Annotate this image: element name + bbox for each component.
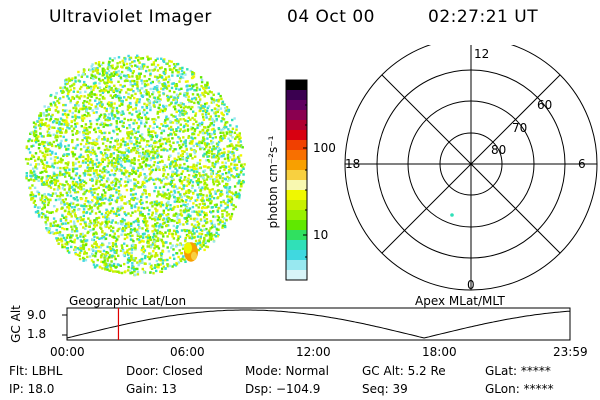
timeline-frame (66, 307, 571, 341)
lat-label-60: 60 (537, 98, 553, 112)
colorbar-cell (286, 220, 307, 231)
colorbar-cell (286, 240, 307, 251)
uv-image-disk (24, 54, 246, 277)
colorbar-cell (286, 180, 307, 191)
date-label: 04 Oct 00 (287, 7, 375, 27)
colorbar-cell (286, 100, 307, 111)
colorbar-cell (286, 120, 307, 131)
dsp-status: Dsp: −104.9 (245, 382, 321, 396)
lat-label-70: 70 (512, 121, 528, 135)
colorbar-tick-100: 100 (313, 141, 336, 155)
colorbar-cell (286, 170, 307, 181)
colorbar (285, 79, 308, 281)
bright-spot (184, 242, 192, 254)
instrument-title: Ultraviolet Imager (49, 7, 212, 27)
lat-label-80: 80 (491, 143, 507, 157)
colorbar-cell (286, 250, 307, 261)
timeline-chart (62, 307, 571, 341)
colorbar-cell (286, 200, 307, 211)
colorbar-scale (286, 80, 307, 281)
gain-status: Gain: 13 (126, 382, 177, 396)
seq-status: Seq: 39 (362, 382, 408, 396)
altitude-curve (66, 309, 571, 339)
ip-status: IP: 18.0 (9, 382, 55, 396)
timeline-x-tick-0000: 00:00 (50, 345, 85, 359)
polar-plot (344, 45, 598, 291)
colorbar-units-label: photon cm⁻²s⁻¹ (266, 135, 280, 229)
gc-alt-status: GC Alt: 5.2 Re (362, 364, 446, 378)
bright-spot (191, 251, 197, 261)
mlt-label-18: 18 (345, 157, 361, 171)
filter-status: Flt: LBHL (9, 364, 63, 378)
polar-diagonal-2 (381, 74, 561, 254)
colorbar-tick-10: 10 (313, 228, 329, 242)
colorbar-cell (286, 80, 307, 91)
timeline-y-tick-high: 9.0 (27, 308, 47, 322)
door-status: Door: Closed (126, 364, 203, 378)
timeline-x-tick-2359: 23:59 (553, 345, 588, 359)
colorbar-cell (286, 150, 307, 161)
mlt-label-6: 6 (578, 157, 586, 171)
colorbar-cell (286, 260, 307, 271)
mode-status: Mode: Normal (245, 364, 329, 378)
colorbar-cell (286, 130, 307, 141)
colorbar-cell (286, 90, 307, 101)
mlt-label-0: 0 (467, 278, 475, 292)
timeline-right-title: Apex MLat/MLT (415, 294, 505, 308)
colorbar-cell (286, 160, 307, 171)
mlt-label-12: 12 (474, 47, 490, 61)
glat-status: GLat: ***** (485, 364, 551, 378)
timeline-x-tick-0600: 06:00 (170, 345, 205, 359)
time-label: 02:27:21 UT (428, 7, 539, 27)
polar-data-point (450, 213, 454, 217)
colorbar-cell (286, 140, 307, 151)
colorbar-cell (286, 230, 307, 241)
colorbar-cell (286, 190, 307, 201)
timeline-left-title: Geographic Lat/Lon (69, 294, 187, 308)
colorbar-cell (286, 210, 307, 221)
colorbar-cell (286, 270, 307, 281)
timeline-y-tick-low: 1.8 (27, 327, 47, 341)
timeline-x-tick-1800: 18:00 (422, 345, 457, 359)
glon-status: GLon: ***** (485, 382, 554, 396)
colorbar-cell (286, 110, 307, 121)
timeline-x-tick-1200: 12:00 (296, 345, 331, 359)
